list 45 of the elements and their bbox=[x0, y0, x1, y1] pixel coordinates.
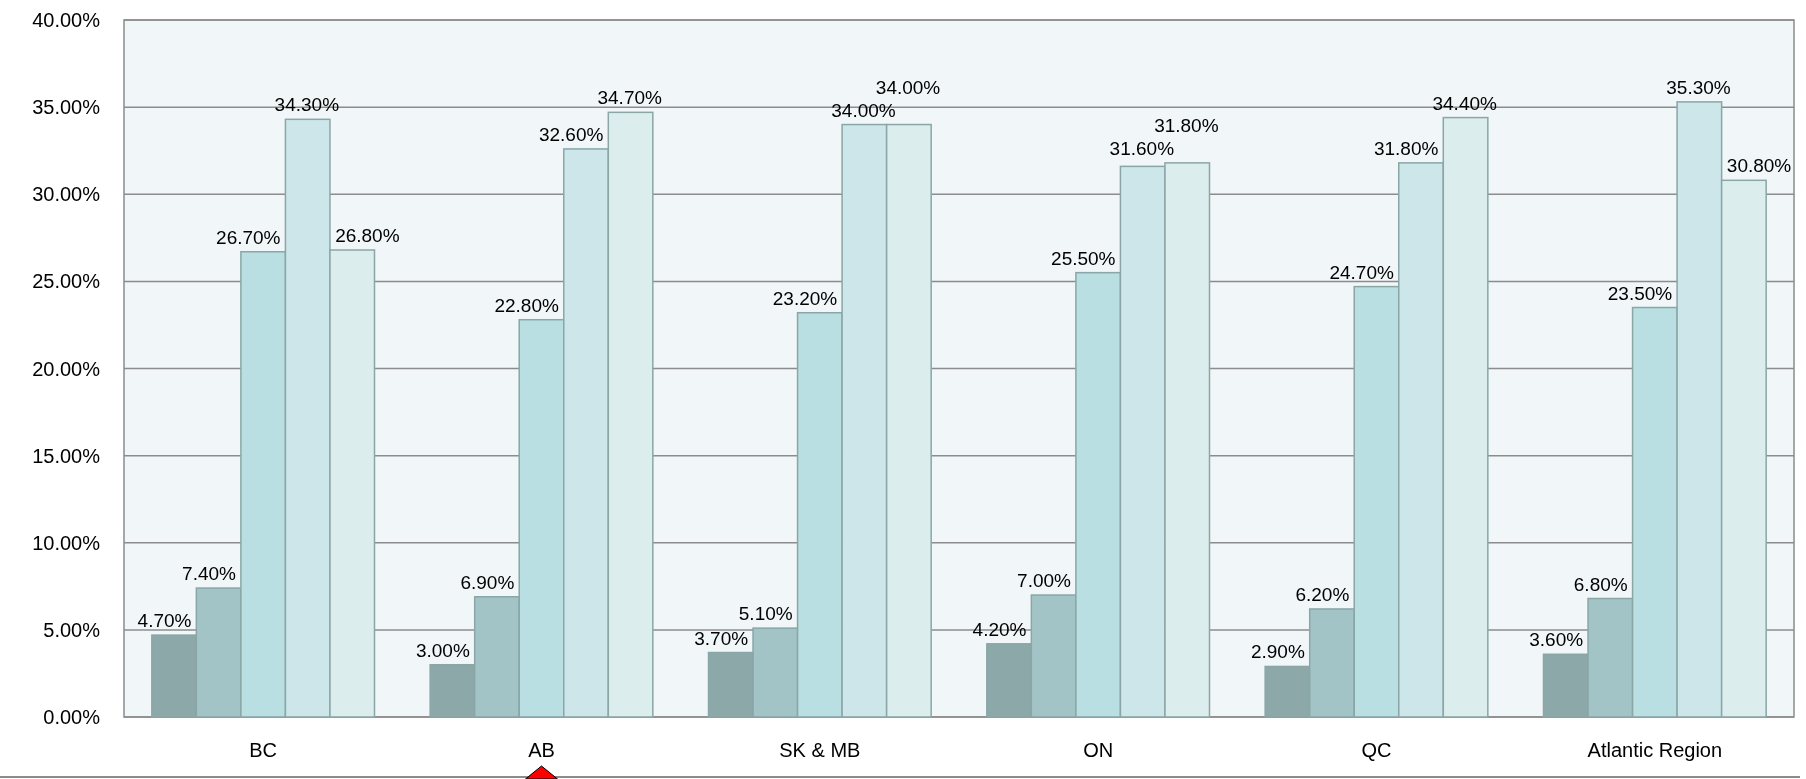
data-label: 6.80% bbox=[1573, 573, 1628, 595]
data-label: 31.60% bbox=[1109, 137, 1175, 159]
data-label: 32.60% bbox=[538, 123, 604, 145]
data-label: 34.70% bbox=[597, 87, 663, 109]
data-label: 34.40% bbox=[1432, 92, 1498, 114]
data-label: 31.80% bbox=[1373, 137, 1439, 159]
data-label: 31.80% bbox=[1154, 114, 1219, 136]
y-tick-label: 0.00% bbox=[43, 706, 101, 728]
y-tick-label: 30.00% bbox=[32, 183, 101, 206]
data-label: 24.70% bbox=[1329, 261, 1394, 283]
data-label: 7.40% bbox=[182, 563, 237, 585]
data-label: 26.70% bbox=[216, 226, 281, 248]
data-label: 22.80% bbox=[494, 294, 559, 316]
data-label: 35.30% bbox=[1666, 76, 1731, 98]
y-tick-label: 25.00% bbox=[32, 270, 101, 293]
data-label: 4.20% bbox=[972, 618, 1027, 640]
data-label: 7.00% bbox=[1017, 570, 1072, 592]
x-tick-label: QC bbox=[1361, 739, 1392, 761]
data-label: 3.70% bbox=[694, 627, 749, 649]
data-label: 30.80% bbox=[1726, 155, 1792, 177]
x-tick-label: AB bbox=[528, 739, 555, 761]
x-tick-label: SK & MB bbox=[779, 739, 861, 761]
y-tick-label: 40.00% bbox=[32, 9, 101, 31]
x-tick-label: BC bbox=[249, 739, 278, 761]
y-tick-label: 10.00% bbox=[32, 531, 101, 554]
data-label: 23.20% bbox=[772, 287, 838, 309]
y-tick-label: 35.00% bbox=[32, 96, 101, 119]
data-label: 25.50% bbox=[1051, 247, 1116, 269]
data-label: 26.80% bbox=[335, 225, 400, 247]
data-label: 34.00% bbox=[831, 99, 896, 121]
data-label: 6.90% bbox=[460, 571, 515, 593]
data-label: 5.10% bbox=[738, 603, 793, 625]
data-label: 6.20% bbox=[1295, 583, 1350, 605]
data-label: 3.60% bbox=[1529, 629, 1584, 651]
y-tick-label: 15.00% bbox=[32, 444, 101, 467]
y-tick-label: 5.00% bbox=[43, 618, 101, 641]
data-label: 34.00% bbox=[875, 76, 941, 98]
x-tick-label: Atlantic Region bbox=[1587, 739, 1723, 761]
data-label: 2.90% bbox=[1250, 641, 1305, 663]
data-label: 34.30% bbox=[274, 94, 340, 116]
x-tick-label: ON bbox=[1083, 739, 1114, 761]
data-label: 23.50% bbox=[1607, 282, 1673, 304]
data-label: 3.00% bbox=[415, 639, 470, 661]
data-label: 4.70% bbox=[137, 610, 192, 632]
y-tick-label: 20.00% bbox=[32, 357, 101, 380]
